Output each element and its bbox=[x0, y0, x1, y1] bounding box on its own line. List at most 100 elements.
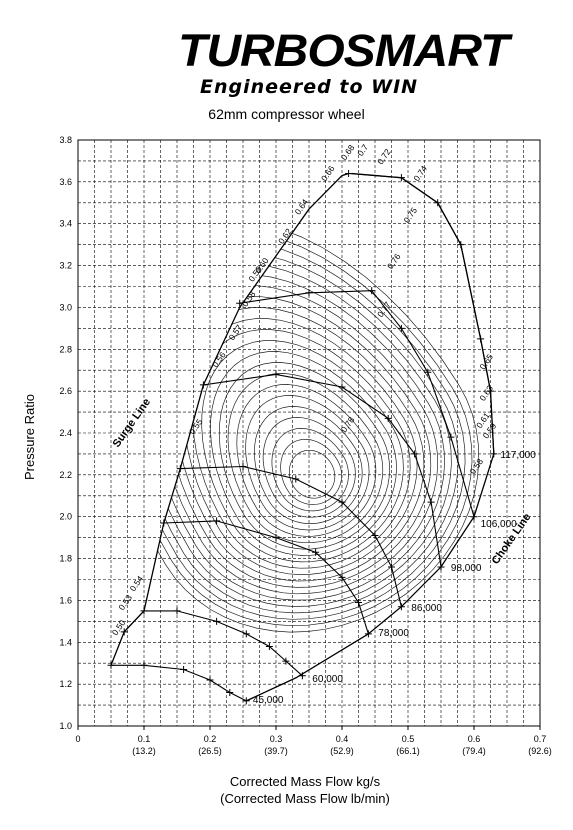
efficiency-label: 0.56 bbox=[210, 350, 228, 370]
choke-line bbox=[246, 172, 495, 702]
y-tick-label: 3.0 bbox=[59, 302, 72, 312]
speed-line-marker bbox=[282, 657, 290, 665]
efficiency-contour bbox=[111, 219, 480, 633]
y-tick-label: 1.4 bbox=[59, 637, 72, 647]
efficiency-label: 0.7 bbox=[355, 142, 370, 158]
y-tick-label: 1.8 bbox=[59, 554, 72, 564]
x-tick-label: 0.5 bbox=[402, 734, 415, 744]
speed-line-marker bbox=[368, 287, 376, 295]
x-tick-label: 0.6 bbox=[468, 734, 481, 744]
efficiency-contour bbox=[192, 329, 411, 569]
efficiency-label: 0.68 bbox=[339, 143, 357, 163]
speed-line-marker bbox=[447, 433, 455, 441]
efficiency-islands bbox=[111, 219, 480, 633]
speed-line-marker bbox=[173, 607, 181, 615]
y-tick-label: 1.6 bbox=[59, 595, 72, 605]
x-tick-label: 0.1 bbox=[138, 734, 151, 744]
efficiency-contour bbox=[175, 307, 425, 582]
speed-label: 78,000 bbox=[378, 628, 409, 639]
speed-label: 60,000 bbox=[312, 674, 343, 685]
speed-line-marker bbox=[226, 689, 234, 697]
speed-line-marker bbox=[371, 532, 379, 540]
y-tick-label: 2.2 bbox=[59, 470, 72, 480]
speed-line bbox=[203, 373, 442, 567]
speed-line-marker bbox=[236, 299, 244, 307]
efficiency-contour bbox=[288, 449, 336, 499]
speed-line-marker bbox=[213, 517, 221, 525]
speed-line-marker bbox=[180, 665, 188, 673]
efficiency-label: 0.78 bbox=[339, 415, 357, 435]
efficiency-label: 0.66 bbox=[319, 163, 337, 183]
speed-line-marker bbox=[176, 465, 184, 473]
efficiency-contour bbox=[254, 406, 363, 524]
x-tick-sublabel: (13.2) bbox=[132, 746, 156, 756]
x-tick-sublabel: (92.6) bbox=[528, 746, 552, 756]
y-axis-label: Pressure Ratio bbox=[22, 394, 37, 480]
efficiency-label: 0.75 bbox=[401, 205, 419, 225]
speed-line-marker bbox=[364, 630, 372, 638]
efficiency-label: 0.50 bbox=[110, 618, 128, 638]
efficiency-contour bbox=[280, 438, 342, 505]
speed-lines bbox=[107, 169, 498, 705]
speed-line-marker bbox=[427, 498, 435, 506]
speed-label: 117,000 bbox=[500, 450, 536, 461]
speed-line-marker bbox=[345, 169, 353, 177]
y-tick-label: 1.0 bbox=[59, 721, 72, 731]
speed-line bbox=[111, 664, 247, 702]
y-tick-label: 3.6 bbox=[59, 177, 72, 187]
speed-line-marker bbox=[470, 513, 478, 521]
x-axis-label: Corrected Mass Flow kg/s bbox=[229, 774, 381, 789]
x-tick-sublabel: (66.1) bbox=[396, 746, 420, 756]
x-tick-sublabel: (79.4) bbox=[462, 746, 486, 756]
efficiency-contour bbox=[166, 296, 432, 588]
speed-line-marker bbox=[490, 450, 498, 458]
efficiency-label: 0.76 bbox=[385, 251, 403, 271]
speed-line-marker bbox=[397, 603, 405, 611]
logo-tagline: Engineered to WIN bbox=[200, 76, 419, 98]
y-tick-label: 3.2 bbox=[59, 261, 72, 271]
speed-line-marker bbox=[242, 630, 250, 638]
efficiency-contour bbox=[227, 373, 384, 544]
x-tick-label: 0 bbox=[75, 734, 80, 744]
x-tick-label: 0.3 bbox=[270, 734, 283, 744]
speed-line-marker bbox=[292, 475, 300, 483]
efficiency-label: 0.54 bbox=[128, 574, 146, 594]
y-tick-label: 3.4 bbox=[59, 219, 72, 229]
speed-line-marker bbox=[338, 498, 346, 506]
chart-title: 62mm compressor wheel bbox=[208, 106, 365, 122]
efficiency-label: 0.74 bbox=[411, 163, 429, 183]
x-tick-sublabel: (52.9) bbox=[330, 746, 354, 756]
logo-brand: TURBOSMART bbox=[178, 26, 509, 77]
speed-line-marker bbox=[338, 573, 346, 581]
speed-line-marker bbox=[107, 661, 115, 669]
efficiency-label: 0.65 bbox=[477, 352, 495, 372]
speed-line-marker bbox=[424, 368, 432, 376]
speed-line-marker bbox=[388, 563, 395, 571]
speed-line-marker bbox=[120, 628, 128, 636]
y-tick-label: 3.8 bbox=[59, 135, 72, 145]
efficiency-contour bbox=[183, 318, 418, 575]
y-tick-label: 2.8 bbox=[59, 344, 72, 354]
speed-label: 45,000 bbox=[253, 695, 284, 706]
speed-line-marker bbox=[272, 534, 280, 542]
speed-line-marker bbox=[265, 642, 273, 650]
efficiency-label: 0.64 bbox=[293, 197, 311, 217]
efficiency-label: 0.63 bbox=[477, 383, 495, 403]
speed-label: 86,000 bbox=[411, 603, 442, 614]
surge-line-label: Surge Line bbox=[111, 396, 153, 449]
speed-line-marker bbox=[338, 383, 346, 391]
speed-line-marker bbox=[397, 324, 405, 332]
turbosmart-logo: TURBOSMART Engineered to WIN bbox=[170, 14, 509, 98]
speed-line-marker bbox=[397, 174, 405, 182]
efficiency-contour bbox=[271, 428, 349, 512]
speed-line-marker bbox=[140, 607, 148, 615]
speed-line-marker bbox=[487, 387, 494, 395]
y-tick-label: 2.4 bbox=[59, 428, 72, 438]
speed-line-marker bbox=[206, 676, 214, 684]
speed-line-marker bbox=[384, 414, 392, 422]
efficiency-label: 0.58 bbox=[467, 456, 485, 476]
efficiency-contour bbox=[210, 351, 397, 556]
efficiency-label: 0.57 bbox=[227, 323, 245, 343]
x-tick-sublabel: (39.7) bbox=[264, 746, 288, 756]
